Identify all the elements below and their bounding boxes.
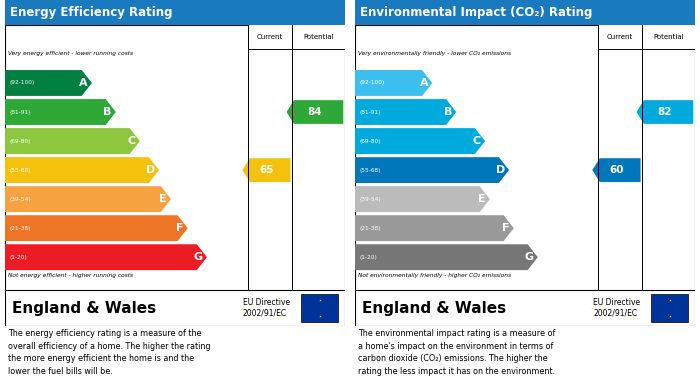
Text: 2002/91/EC: 2002/91/EC [243, 309, 287, 318]
Text: The environmental impact rating is a measure of
a home's impact on the environme: The environmental impact rating is a mea… [358, 329, 556, 376]
Polygon shape [355, 128, 485, 154]
Polygon shape [5, 128, 140, 154]
Text: 84: 84 [307, 107, 322, 117]
Text: C: C [473, 136, 481, 146]
Polygon shape [5, 244, 207, 270]
Text: England & Wales: England & Wales [362, 301, 506, 316]
Polygon shape [286, 100, 343, 124]
Text: D: D [496, 165, 505, 175]
Text: (69-80): (69-80) [359, 138, 381, 143]
Text: EU Directive: EU Directive [593, 298, 640, 307]
Text: (1-20): (1-20) [9, 255, 27, 260]
Text: A: A [419, 78, 428, 88]
Text: 82: 82 [658, 107, 672, 117]
Polygon shape [5, 186, 171, 212]
Text: F: F [502, 223, 510, 233]
Polygon shape [355, 215, 514, 241]
Polygon shape [355, 186, 490, 212]
Text: 65: 65 [259, 165, 274, 175]
Text: E: E [160, 194, 167, 204]
Polygon shape [242, 158, 290, 182]
Text: (39-54): (39-54) [359, 197, 381, 202]
Polygon shape [5, 99, 116, 125]
Polygon shape [592, 158, 640, 182]
Text: D: D [146, 165, 155, 175]
Text: Not environmentally friendly - higher CO₂ emissions: Not environmentally friendly - higher CO… [358, 273, 511, 278]
Text: B: B [444, 107, 452, 117]
Bar [651, 294, 688, 322]
Bar [598, 25, 695, 49]
Bar [301, 294, 338, 322]
Text: 2002/91/EC: 2002/91/EC [593, 309, 637, 318]
Text: (21-38): (21-38) [9, 226, 31, 231]
Text: EU Directive: EU Directive [243, 298, 290, 307]
Text: B: B [104, 107, 112, 117]
Text: (55-68): (55-68) [9, 168, 31, 172]
Polygon shape [636, 100, 693, 124]
Text: C: C [127, 136, 136, 146]
Text: (39-54): (39-54) [9, 197, 31, 202]
Text: F: F [176, 223, 183, 233]
Text: (92-100): (92-100) [9, 81, 34, 86]
Text: (1-20): (1-20) [359, 255, 377, 260]
Text: (55-68): (55-68) [359, 168, 381, 172]
Text: Not energy efficient - higher running costs: Not energy efficient - higher running co… [8, 273, 133, 278]
Polygon shape [355, 157, 509, 183]
Text: A: A [79, 78, 88, 88]
Text: Very energy efficient - lower running costs: Very energy efficient - lower running co… [8, 52, 133, 57]
Text: Energy Efficiency Rating: Energy Efficiency Rating [10, 6, 173, 19]
Text: (92-100): (92-100) [359, 81, 384, 86]
Bar [248, 25, 345, 49]
Text: (21-38): (21-38) [359, 226, 381, 231]
Text: (81-91): (81-91) [359, 109, 381, 115]
Text: (81-91): (81-91) [9, 109, 31, 115]
Text: E: E [478, 194, 486, 204]
Text: 60: 60 [609, 165, 624, 175]
Polygon shape [355, 99, 456, 125]
Text: Environmental Impact (CO₂) Rating: Environmental Impact (CO₂) Rating [360, 6, 592, 19]
Text: The energy efficiency rating is a measure of the
overall efficiency of a home. T: The energy efficiency rating is a measur… [8, 329, 211, 376]
Text: G: G [194, 252, 203, 262]
Text: G: G [524, 252, 533, 262]
Text: Very environmentally friendly - lower CO₂ emissions: Very environmentally friendly - lower CO… [358, 52, 511, 57]
Text: Potential: Potential [653, 34, 684, 40]
Polygon shape [355, 70, 433, 96]
Text: Current: Current [607, 34, 634, 40]
Polygon shape [5, 157, 159, 183]
Text: Current: Current [257, 34, 284, 40]
Text: Potential: Potential [303, 34, 334, 40]
Text: England & Wales: England & Wales [12, 301, 156, 316]
Polygon shape [5, 215, 188, 241]
Polygon shape [5, 70, 92, 96]
Polygon shape [355, 244, 538, 270]
Text: (69-80): (69-80) [9, 138, 31, 143]
